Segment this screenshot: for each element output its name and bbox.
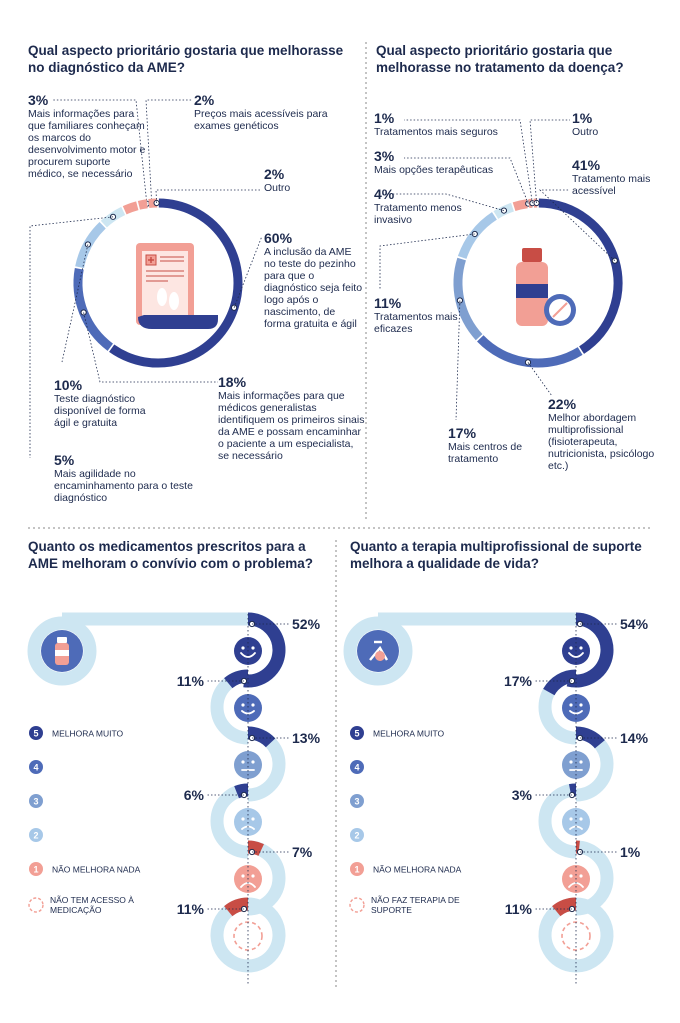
slice-label-6-value: 2% <box>194 92 344 108</box>
donut-chart-diagnosis: 60%A inclusão da AME no teste do pezinho… <box>28 92 366 592</box>
value-arc <box>237 790 248 792</box>
slice-label-6-text: Preços mais acessíveis para exames genét… <box>194 108 344 132</box>
value-label: 1% <box>620 844 641 860</box>
legend-number: 1 <box>33 865 38 875</box>
slice-label-2-value: 22% <box>548 396 668 412</box>
value-label: 11% <box>177 673 205 689</box>
legend-item: 4 <box>29 760 43 774</box>
legend-number: 5 <box>33 729 38 739</box>
slice-label-6: 2%Preços mais acessíveis para exames gen… <box>194 92 344 132</box>
slice-label-2-text: Melhor abordagem multiprofissional (fisi… <box>548 412 668 472</box>
medicine-bottle-icon <box>57 637 67 643</box>
slice-label-3: 10%Teste diagnóstico disponível de forma… <box>54 377 164 429</box>
slice-label-7: 2%Outro <box>264 166 344 194</box>
slice-label-4: 5%Mais agilidade no encaminhamento para … <box>54 452 194 504</box>
value-label: 13% <box>292 730 321 746</box>
value-label: 11% <box>177 901 205 917</box>
legend-text: NÃO MELHORA NADA <box>373 865 462 875</box>
connector-bar <box>62 613 248 626</box>
heel-prick-test-document-icon <box>136 243 218 329</box>
legend-item: NÃO TEM ACESSO À MEDICAÇÃO <box>29 895 140 925</box>
value-label: 7% <box>292 844 313 860</box>
slice-label-5: 3%Mais informações para que familiares c… <box>28 92 148 180</box>
legend-item: NÃO FAZ TERAPIA DE SUPORTE <box>350 895 461 925</box>
legend-item: 5 MELHORA MUITO <box>29 726 124 740</box>
leader-line <box>146 100 192 203</box>
value-label: 14% <box>620 730 649 746</box>
legend-item: 1 NÃO MELHORA NADA <box>29 862 141 876</box>
legend-item: 4 <box>350 760 364 774</box>
legend-text: NÃO FAZ TERAPIA DE SUPORTE <box>371 895 461 915</box>
legend-number: 5 <box>354 729 359 739</box>
medicine-bottle-icon <box>516 248 576 326</box>
chart-title-treatment: Qual aspecto prioritário gostaria que me… <box>376 42 666 76</box>
donut-slice <box>514 204 527 207</box>
slice-label-8: 1%Outro <box>572 110 652 138</box>
legend-text: MELHORA MUITO <box>373 729 445 739</box>
chart-title-diagnosis: Qual aspecto prioritário gostaria que me… <box>28 42 348 76</box>
staircase-chart-medication: 52% 11% 13% 6% 7% 11% 5 MELHORA MUITO 4 3 2 1 NÃO ME… <box>29 613 321 986</box>
legend-item: 5 MELHORA MUITO <box>350 726 445 740</box>
slice-label-5-value: 3% <box>28 92 148 108</box>
legend-text: NÃO TEM ACESSO À MEDICAÇÃO <box>50 895 140 915</box>
leader-dot <box>231 305 236 310</box>
slice-label-2-value: 18% <box>218 374 366 390</box>
slice-label-7-text: Tratamentos mais seguros <box>374 126 514 138</box>
slice-label-3-value: 10% <box>54 377 164 393</box>
staircase-chart-therapy: 54% 17% 14% 3% 1% 11% 5 MELHORA MUITO 4 3 2 1 NÃO ME… <box>350 613 649 986</box>
slice-label-2: 22%Melhor abordagem multiprofissional (f… <box>548 396 668 472</box>
legend-item: 1 NÃO MELHORA NADA <box>350 862 462 876</box>
donut-slice <box>480 338 580 363</box>
legend-number: 1 <box>354 865 359 875</box>
legend-item: 3 <box>29 794 43 808</box>
value-label: 6% <box>184 787 205 803</box>
legend-number: 3 <box>33 797 38 807</box>
slice-label-3-text: Teste diagnóstico disponível de forma ág… <box>54 393 164 429</box>
slice-label-5-text: Mais informações para que familiares con… <box>28 108 148 180</box>
leader-line <box>530 120 570 203</box>
slice-label-4-value: 5% <box>54 452 194 468</box>
value-label: 3% <box>512 787 533 803</box>
donut-slice <box>139 204 147 206</box>
donut-slice <box>78 269 110 347</box>
value-arc <box>248 847 261 850</box>
slice-label-2: 18%Mais informações para que médicos gen… <box>218 374 366 462</box>
value-label: 52% <box>292 616 321 632</box>
slice-label-7-value: 1% <box>374 110 514 126</box>
value-label: 17% <box>504 673 533 689</box>
legend-text: NÃO MELHORA NADA <box>52 865 141 875</box>
value-label: 11% <box>505 901 533 917</box>
value-label: 54% <box>620 616 649 632</box>
legend-number: 2 <box>354 831 359 841</box>
legend-number: 4 <box>33 763 38 773</box>
legend-text: MELHORA MUITO <box>52 729 124 739</box>
legend-item: 2 <box>29 828 43 842</box>
slice-label-2-text: Mais informações para que médicos genera… <box>218 390 366 462</box>
slice-label-4-text: Mais agilidade no encaminhamento para o … <box>54 468 194 504</box>
legend-number: 3 <box>354 797 359 807</box>
value-arc <box>570 790 576 791</box>
slice-label-8-value: 1% <box>572 110 652 126</box>
slice-label-8-text: Outro <box>572 126 652 138</box>
connector-bar <box>378 613 576 626</box>
leader-dot <box>85 242 90 247</box>
slice-label-7: 1%Tratamentos mais seguros <box>374 110 514 138</box>
legend-item: 2 <box>350 828 364 842</box>
slice-label-7-value: 2% <box>264 166 344 182</box>
legend-item: 3 <box>350 794 364 808</box>
legend-number: 4 <box>354 763 359 773</box>
legend-number: 2 <box>33 831 38 841</box>
slice-label-3-text: Mais centros de tratamento <box>448 441 548 465</box>
slice-label-7-text: Outro <box>264 182 344 194</box>
